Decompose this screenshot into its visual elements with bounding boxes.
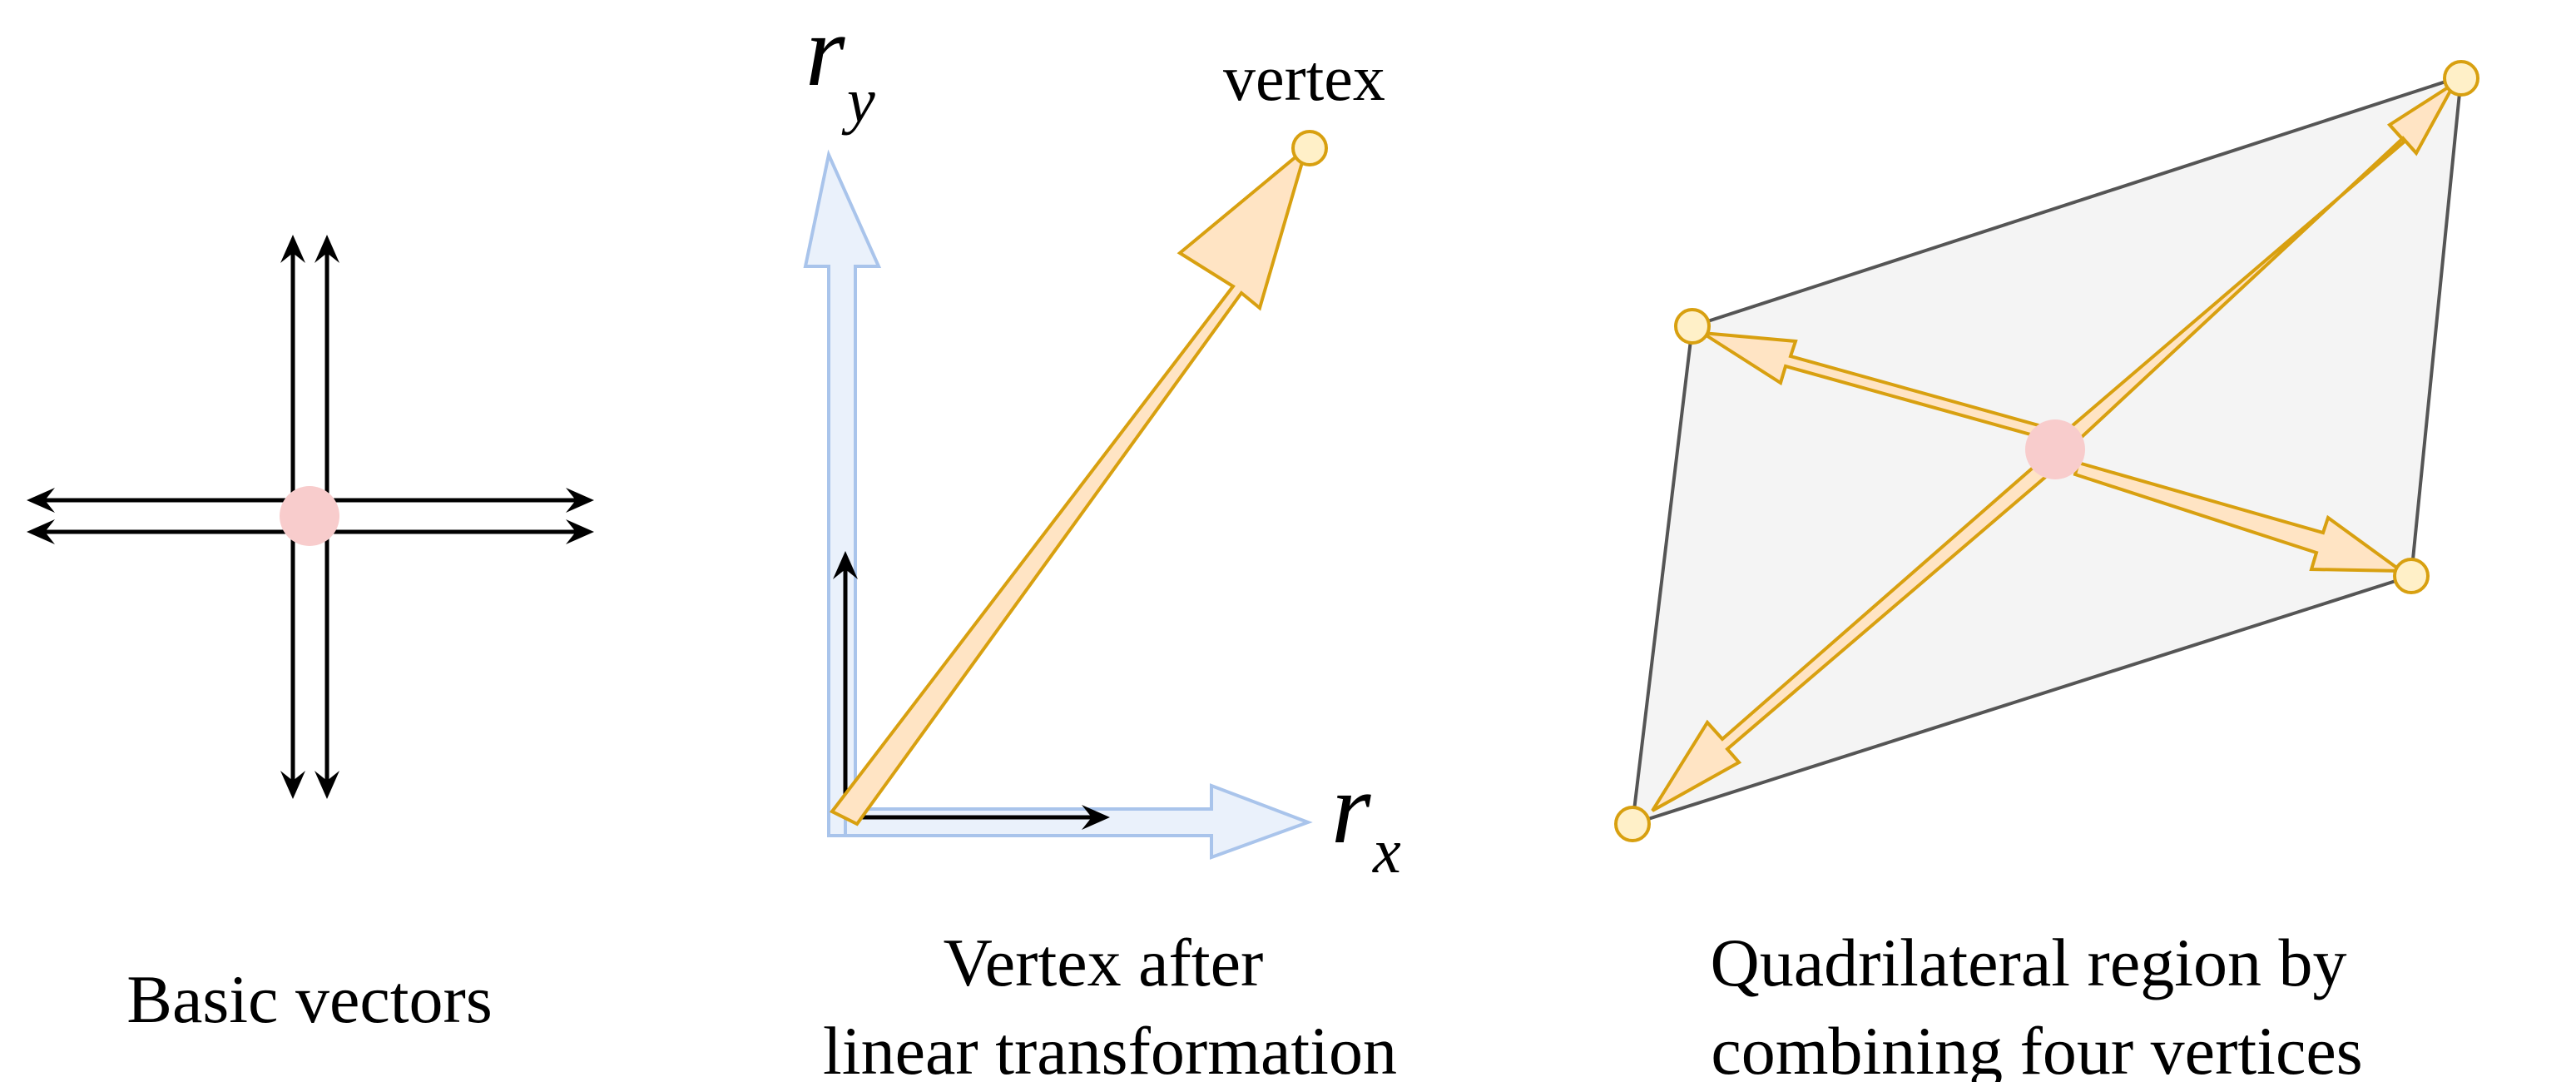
ry-subscript: y xyxy=(841,66,875,136)
transformed-vector-arrow xyxy=(829,143,1310,826)
quad-vertex-top-right xyxy=(2443,60,2479,97)
up-arrow-left xyxy=(280,235,305,514)
basis-up-arrow xyxy=(833,551,858,817)
quad-arrow-top-left xyxy=(1701,331,2041,438)
caption-quad-line2: combining four vertices xyxy=(1711,1013,2362,1082)
rx-label: r xyxy=(1331,752,1371,865)
ry-label: r xyxy=(805,0,845,107)
down-arrow-right xyxy=(315,514,339,799)
rx-subscript: x xyxy=(1372,816,1401,886)
caption-quad-line1: Quadrilateral region by xyxy=(1710,925,2346,1000)
caption-transformation-line1: Vertex after xyxy=(944,925,1264,1000)
up-arrow-right xyxy=(315,235,339,514)
panel-quadrilateral: Quadrilateral region by combining four v… xyxy=(1614,60,2479,1082)
vertex-label: vertex xyxy=(1223,42,1385,114)
quad-arrow-top-right xyxy=(2058,82,2456,450)
basis-right-arrow xyxy=(845,805,1110,830)
origin-point xyxy=(280,486,339,546)
vertex-point xyxy=(1291,130,1328,166)
rx-axis-arrow xyxy=(844,783,1313,860)
quad-arrow-bottom-right xyxy=(2073,460,2407,573)
panel-basic-vectors: Basic vectors xyxy=(27,235,594,1037)
panel-transformation: vertex r y r x Vertex after linear trans… xyxy=(803,0,1401,1082)
right-arrow-top xyxy=(310,488,594,513)
left-arrow-top xyxy=(27,488,310,513)
quad-vertex-bottom-left xyxy=(1614,806,1651,842)
quad-center-point xyxy=(2025,419,2085,479)
caption-transformation-line2: linear transformation xyxy=(823,1013,1397,1082)
right-arrow-bottom xyxy=(310,519,594,544)
left-arrow-bottom xyxy=(27,519,310,544)
quad-vertex-top-left xyxy=(1674,308,1711,345)
ry-axis-arrow xyxy=(803,149,882,837)
quad-vertex-bottom-right xyxy=(2393,558,2430,594)
caption-basic: Basic vectors xyxy=(126,961,492,1037)
quad-arrow-bottom-left xyxy=(1651,460,2051,812)
down-arrow-left xyxy=(280,514,305,799)
